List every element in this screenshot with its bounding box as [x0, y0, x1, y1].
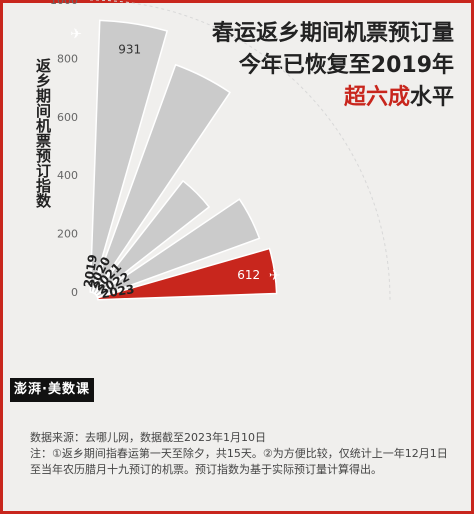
bar-2023	[96, 247, 278, 301]
footnote: 注：①返乡期间指春运第一天至除夕，共15天。②为方便比较，仅统计上一年12月1日…	[30, 447, 448, 476]
y-axis-label: 返乡期间机票预订指数	[34, 58, 52, 208]
bar-2021	[93, 179, 211, 297]
bar-2020	[91, 63, 232, 295]
bar-2022	[95, 198, 261, 299]
category-label: 2019	[81, 253, 100, 288]
data-label: 931	[118, 42, 141, 56]
y-tick-label: 600	[57, 111, 78, 124]
outer-guide-arc	[89, 0, 391, 301]
data-label: 612	[237, 268, 260, 282]
airplane-icon: ✈	[70, 27, 82, 43]
y-tick-label: 1000	[50, 0, 78, 7]
y-tick-label: 0	[71, 286, 78, 299]
data-source: 数据来源：去哪儿网，数据截至2023年1月10日	[30, 431, 266, 444]
title-line-3-rest: 水平	[409, 85, 454, 110]
airplane-icon: ✈	[269, 268, 281, 284]
category-label: 2023	[100, 282, 135, 301]
y-tick-label: 800	[57, 52, 78, 65]
title-line-2: 今年已恢复至2019年	[238, 53, 454, 78]
y-tick-label: 400	[57, 169, 78, 182]
bar-2019	[89, 19, 169, 294]
title-highlight: 超六成	[343, 85, 410, 110]
y-tick-label: 200	[57, 228, 78, 241]
title-line-3: 超六成水平	[212, 82, 454, 114]
publisher-logo: 澎湃·美数课	[10, 378, 94, 402]
title-line-1: 春运返乡期间机票预订量	[211, 21, 454, 46]
chart-title: 春运返乡期间机票预订量 今年已恢复至2019年 超六成水平	[212, 18, 454, 114]
footer: 数据来源：去哪儿网，数据截至2023年1月10日 注：①返乡期间指春运第一天至除…	[30, 430, 450, 478]
